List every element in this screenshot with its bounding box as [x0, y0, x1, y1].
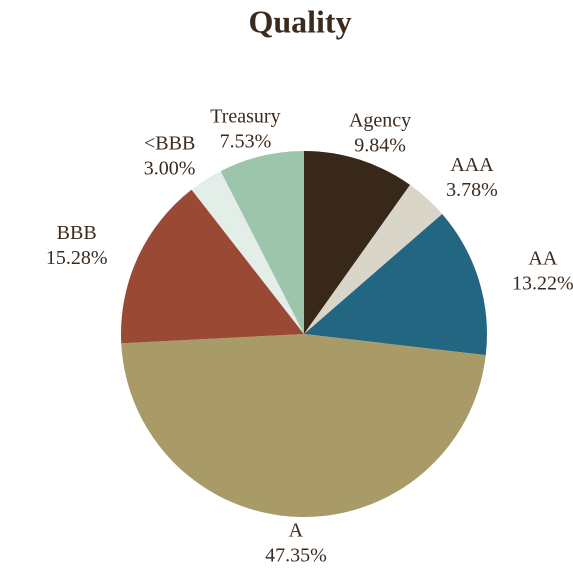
- slice-value-label: 15.28%: [46, 247, 108, 269]
- slice-value-label: 3.78%: [446, 179, 498, 201]
- slice-value-label: 3.00%: [144, 157, 196, 179]
- pie-slice: [220, 151, 304, 334]
- slice-label: Treasury: [210, 105, 280, 127]
- slice-label: BBB: [57, 222, 97, 244]
- pie-slice: [191, 171, 304, 334]
- pie-slice: [304, 184, 443, 334]
- slice-value-label: 13.22%: [512, 273, 573, 295]
- slice-label: Agency: [349, 110, 411, 132]
- slice-label: AA: [528, 248, 557, 270]
- slice-label: <BBB: [144, 132, 195, 154]
- slice-label: AAA: [450, 154, 494, 176]
- slice-label: A: [289, 519, 304, 541]
- slice-value-label: 9.84%: [354, 135, 406, 157]
- slice-value-label: 47.35%: [265, 544, 327, 566]
- pie-slice: [304, 151, 411, 334]
- slice-value-label: 7.53%: [220, 130, 272, 152]
- chart-title: Quality: [248, 3, 351, 39]
- pie-slice: [304, 214, 487, 356]
- pie-slice: [121, 334, 486, 517]
- pie-slice: [121, 189, 304, 344]
